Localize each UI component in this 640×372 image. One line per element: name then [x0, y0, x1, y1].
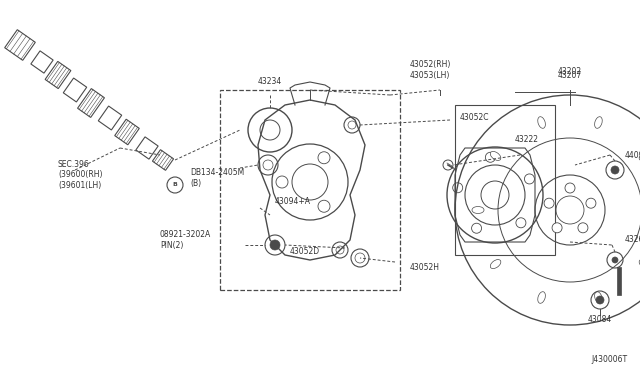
Text: SEC.396
(39600(RH)
(39601(LH): SEC.396 (39600(RH) (39601(LH) [58, 160, 102, 190]
Circle shape [596, 296, 604, 304]
Text: 43052C: 43052C [460, 113, 490, 122]
Text: 08921-3202A
PIN(2): 08921-3202A PIN(2) [160, 230, 211, 250]
Text: B: B [173, 183, 177, 187]
Circle shape [612, 257, 618, 263]
Circle shape [270, 240, 280, 250]
Text: 43052H: 43052H [410, 263, 440, 273]
Ellipse shape [595, 117, 602, 128]
Circle shape [565, 183, 575, 193]
Circle shape [544, 198, 554, 208]
Text: 43234: 43234 [258, 77, 282, 87]
Ellipse shape [538, 117, 545, 128]
Ellipse shape [490, 151, 501, 160]
Bar [617, 267, 621, 295]
Ellipse shape [639, 260, 640, 269]
Circle shape [611, 166, 619, 174]
Text: 43094+A: 43094+A [275, 198, 311, 206]
Text: 43084: 43084 [588, 315, 612, 324]
Text: 43262A: 43262A [625, 235, 640, 244]
Ellipse shape [472, 206, 484, 214]
Text: J430006T: J430006T [592, 356, 628, 365]
Circle shape [586, 198, 596, 208]
Text: 43207: 43207 [558, 71, 582, 80]
Circle shape [552, 223, 562, 233]
Text: 43052(RH)
43053(LH): 43052(RH) 43053(LH) [410, 60, 451, 80]
Text: DB134-2405M
(B): DB134-2405M (B) [190, 168, 244, 188]
Text: 43202: 43202 [558, 67, 582, 77]
Ellipse shape [595, 292, 602, 303]
Circle shape [578, 223, 588, 233]
Text: 43052D: 43052D [290, 247, 320, 257]
Ellipse shape [639, 151, 640, 160]
Bar [220, 90, 400, 290]
Text: 43222: 43222 [515, 135, 539, 144]
Bar [455, 105, 555, 255]
Text: 44098M: 44098M [625, 151, 640, 160]
Ellipse shape [538, 292, 545, 303]
Ellipse shape [490, 260, 501, 269]
